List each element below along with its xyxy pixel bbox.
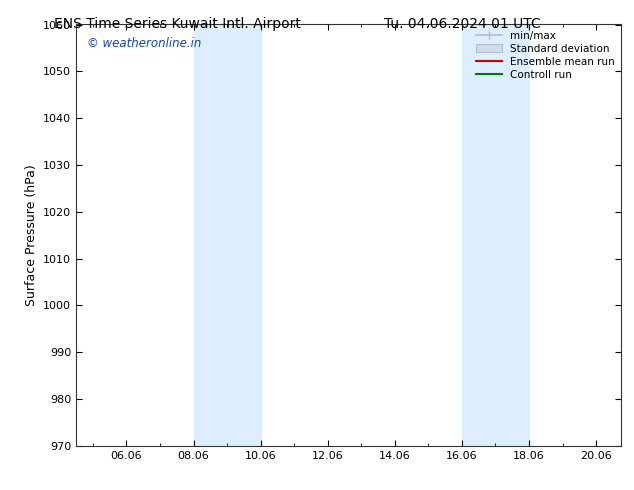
Text: ENS Time Series Kuwait Intl. Airport: ENS Time Series Kuwait Intl. Airport [54, 17, 301, 31]
Y-axis label: Surface Pressure (hPa): Surface Pressure (hPa) [25, 164, 37, 306]
Bar [462, 24, 529, 446]
Text: Tu. 04.06.2024 01 UTC: Tu. 04.06.2024 01 UTC [384, 17, 541, 31]
Bar [193, 24, 261, 446]
Text: © weatheronline.in: © weatheronline.in [87, 37, 202, 50]
Legend: min/max, Standard deviation, Ensemble mean run, Controll run: min/max, Standard deviation, Ensemble me… [472, 26, 619, 84]
